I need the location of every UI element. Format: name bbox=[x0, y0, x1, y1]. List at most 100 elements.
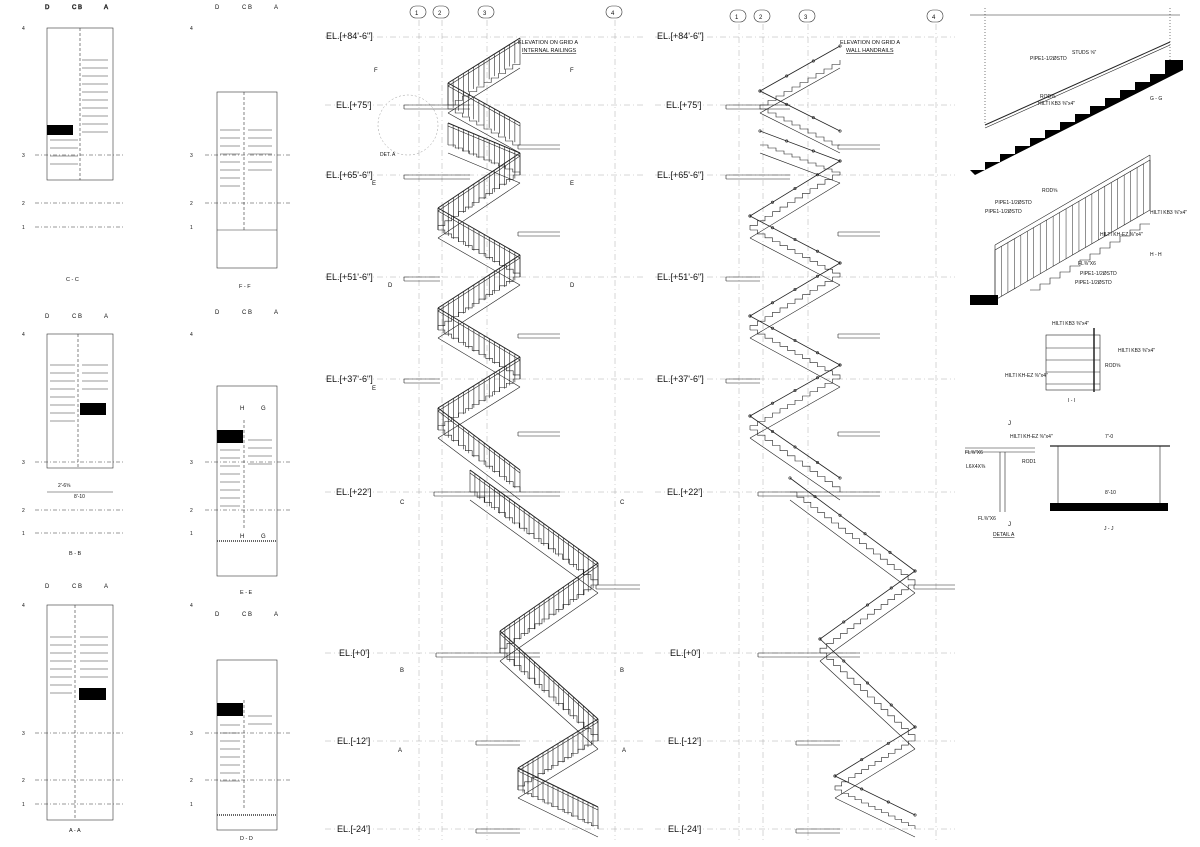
section-mark-b-right: B bbox=[620, 668, 624, 674]
plan-bb-slab bbox=[80, 403, 106, 415]
grid-label-d-5: D bbox=[215, 310, 220, 316]
level-label-r8: EL.[-12'] bbox=[668, 736, 701, 746]
level-label-4: EL.[+51'-6"] bbox=[326, 272, 373, 282]
section-mark-d-left: D bbox=[388, 283, 393, 289]
railing-landing-5 bbox=[433, 491, 560, 497]
railing-flight-4 bbox=[437, 152, 521, 239]
section-mark-c-left: C bbox=[400, 500, 405, 506]
plan-column-right: D C B A 4 3 2 1 F - F D C B A bbox=[190, 5, 290, 842]
handrail-landing-11 bbox=[837, 333, 880, 339]
plan-ee-outline bbox=[216, 385, 278, 577]
handrail-flight-13 bbox=[833, 725, 917, 799]
plan-ee-treads bbox=[220, 439, 272, 507]
grid-label-d-2: D bbox=[45, 314, 50, 320]
section-mark-j-top: J bbox=[1008, 421, 1011, 427]
railing-flight-11 bbox=[499, 562, 599, 662]
detail-a-title: DETAIL A bbox=[993, 532, 1015, 538]
railing-flight-10 bbox=[469, 469, 599, 594]
plan-ff-treads bbox=[220, 129, 272, 187]
section-mark-b-left: B bbox=[400, 668, 404, 674]
jj-dim: 8'-10 bbox=[1105, 490, 1116, 496]
section-mark-a-right: A bbox=[622, 748, 626, 754]
svg-text:2: 2 bbox=[22, 508, 25, 514]
gg-stud-label: STUDS ⅝" bbox=[1072, 50, 1097, 56]
level-label-2: EL.[+75'] bbox=[336, 100, 372, 110]
detail-a-marker: DET. A bbox=[380, 152, 396, 158]
handrail-flight-3 bbox=[758, 129, 842, 184]
plan-bb-outline bbox=[46, 333, 114, 469]
detail-hh-title: H - H bbox=[1150, 252, 1162, 258]
grid-bubbles-left bbox=[409, 5, 623, 19]
level-label-8: EL.[-12'] bbox=[337, 736, 370, 746]
level-label-1: EL.[+84'-6"] bbox=[326, 31, 373, 41]
gg-pipe-label: PIPE1-1/2ØSTD bbox=[1030, 56, 1067, 62]
plan-cc-title: C - C bbox=[66, 277, 79, 283]
grid-label-a-5: A bbox=[274, 310, 278, 316]
handrail-flight-12 bbox=[818, 637, 917, 750]
handrail-landing-9 bbox=[837, 144, 880, 150]
railings-title-1: ELEVATION ON GRID A bbox=[518, 40, 578, 46]
handrail-landing-4 bbox=[725, 378, 760, 384]
section-mark-f-left: F bbox=[374, 68, 378, 74]
gg-hilti-label: HILTI KB3 ⅜"x4" bbox=[1038, 101, 1075, 107]
svg-text:4: 4 bbox=[190, 26, 193, 32]
plan-cc-slab bbox=[47, 125, 73, 135]
detail-gg: PIPE1-1/2ØSTD STUDS ⅝" ROD⅝ HILTI KB3 ⅜"… bbox=[970, 8, 1183, 175]
level-label-r1: EL.[+84'-6"] bbox=[657, 31, 704, 41]
jj-dim-top: 7'-0 bbox=[1105, 434, 1113, 440]
handrail-landing-13 bbox=[913, 584, 955, 590]
railing-landing-1 bbox=[403, 104, 470, 110]
plan-ff-title: F - F bbox=[239, 284, 251, 290]
detail-a-callout[interactable] bbox=[377, 94, 439, 156]
ii-hilti1-label: HILTI KH-EZ ⅜"x4" bbox=[1005, 373, 1048, 379]
detail-hh: ROD⅝ PIPE1-1/2ØSTD PIPE1-1/2ØSTD HILTI K… bbox=[970, 154, 1187, 305]
level-label-r5: EL.[+37'-6"] bbox=[657, 374, 704, 384]
hh-balusters bbox=[994, 160, 1151, 300]
hh-rod-label: ROD⅝ bbox=[1042, 188, 1058, 194]
da-rod1-label: ROD1 bbox=[1022, 459, 1036, 465]
section-mark-c-right: C bbox=[620, 500, 625, 506]
handrail-landing-2 bbox=[725, 174, 790, 180]
hh-pipe-label-3: PIPE1-1/2ØSTD bbox=[1080, 271, 1117, 277]
handrail-flight-5 bbox=[748, 214, 842, 286]
grid-label-cb: C B bbox=[72, 5, 82, 11]
svg-text:2: 2 bbox=[22, 201, 25, 207]
grid-label-d-6: D bbox=[215, 612, 220, 618]
railing-flight-2 bbox=[447, 82, 521, 154]
level-label-r3: EL.[+65'-6"] bbox=[657, 170, 704, 180]
section-mark-e2-left: E bbox=[372, 386, 376, 392]
railing-landing-8 bbox=[475, 828, 520, 834]
handrail-landing-8 bbox=[795, 828, 840, 834]
detail-ii-title: I - I bbox=[1068, 398, 1075, 404]
section-mark-e-right: E bbox=[570, 181, 574, 187]
handrail-landing-7 bbox=[795, 740, 840, 746]
plan-cc-treads bbox=[50, 59, 108, 165]
handrail-flight-8 bbox=[748, 363, 842, 439]
plan-aa-treads bbox=[50, 636, 108, 694]
svg-text:4: 4 bbox=[22, 603, 25, 609]
svg-text:3: 3 bbox=[190, 460, 193, 466]
handrail-flight-6 bbox=[748, 261, 842, 339]
section-mark-g-top: G bbox=[261, 406, 266, 412]
grid-number-2: 2 bbox=[438, 11, 442, 17]
da-flat-label-2: FL⅜"X6 bbox=[978, 516, 996, 522]
svg-text:3: 3 bbox=[22, 731, 25, 737]
svg-text:1: 1 bbox=[190, 531, 193, 537]
railing-flight-7 bbox=[437, 307, 521, 388]
svg-text:2: 2 bbox=[190, 778, 193, 784]
hh-pipe-label-2: PIPE1-1/2ØSTD bbox=[985, 209, 1022, 215]
grid-label-cb-6: C B bbox=[242, 612, 252, 618]
detail-jj-title: J - J bbox=[1104, 526, 1114, 532]
level-label-7: EL.[+0'] bbox=[339, 648, 370, 658]
hh-pipe-label-1: PIPE1-1/2ØSTD bbox=[995, 200, 1032, 206]
handrail-flight-2 bbox=[758, 89, 842, 154]
section-mark-j-bottom: J bbox=[1008, 522, 1011, 528]
plan-dd-treads bbox=[220, 715, 272, 782]
plan-column-left: D C B A 4 3 2 1 C - C D C B A bbox=[22, 5, 125, 834]
handrail-landing-5 bbox=[757, 491, 880, 497]
railing-flight-14 bbox=[517, 767, 599, 838]
stair-flights-railings bbox=[403, 37, 640, 838]
railing-landing-2 bbox=[403, 174, 470, 180]
railing-flight-13 bbox=[517, 718, 599, 799]
handrail-landing-1 bbox=[725, 104, 790, 110]
